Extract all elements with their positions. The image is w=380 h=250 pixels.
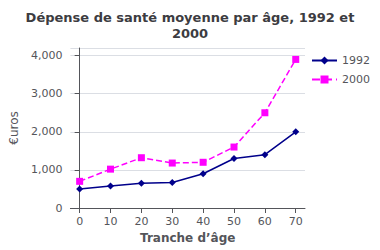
svg-text:10: 10 bbox=[104, 215, 118, 228]
svg-text:1992: 1992 bbox=[342, 54, 370, 67]
svg-text:20: 20 bbox=[134, 215, 148, 228]
svg-text:Dépense de santé moyenne par â: Dépense de santé moyenne par âge, 1992 e… bbox=[26, 10, 355, 25]
svg-text:2,000: 2,000 bbox=[31, 125, 63, 138]
svg-text:4,000: 4,000 bbox=[31, 49, 63, 62]
svg-text:2000: 2000 bbox=[172, 26, 208, 41]
svg-text:60: 60 bbox=[258, 215, 272, 228]
svg-text:€uros: €uros bbox=[7, 111, 21, 145]
svg-text:0: 0 bbox=[55, 202, 62, 215]
svg-text:3,000: 3,000 bbox=[31, 87, 63, 100]
svg-text:30: 30 bbox=[165, 215, 179, 228]
svg-text:50: 50 bbox=[227, 215, 241, 228]
svg-text:40: 40 bbox=[196, 215, 210, 228]
svg-text:70: 70 bbox=[289, 215, 303, 228]
svg-text:2000: 2000 bbox=[342, 73, 370, 86]
svg-text:0: 0 bbox=[76, 215, 83, 228]
svg-text:Tranche d’âge: Tranche d’âge bbox=[140, 231, 235, 245]
svg-text:1,000: 1,000 bbox=[31, 163, 63, 176]
